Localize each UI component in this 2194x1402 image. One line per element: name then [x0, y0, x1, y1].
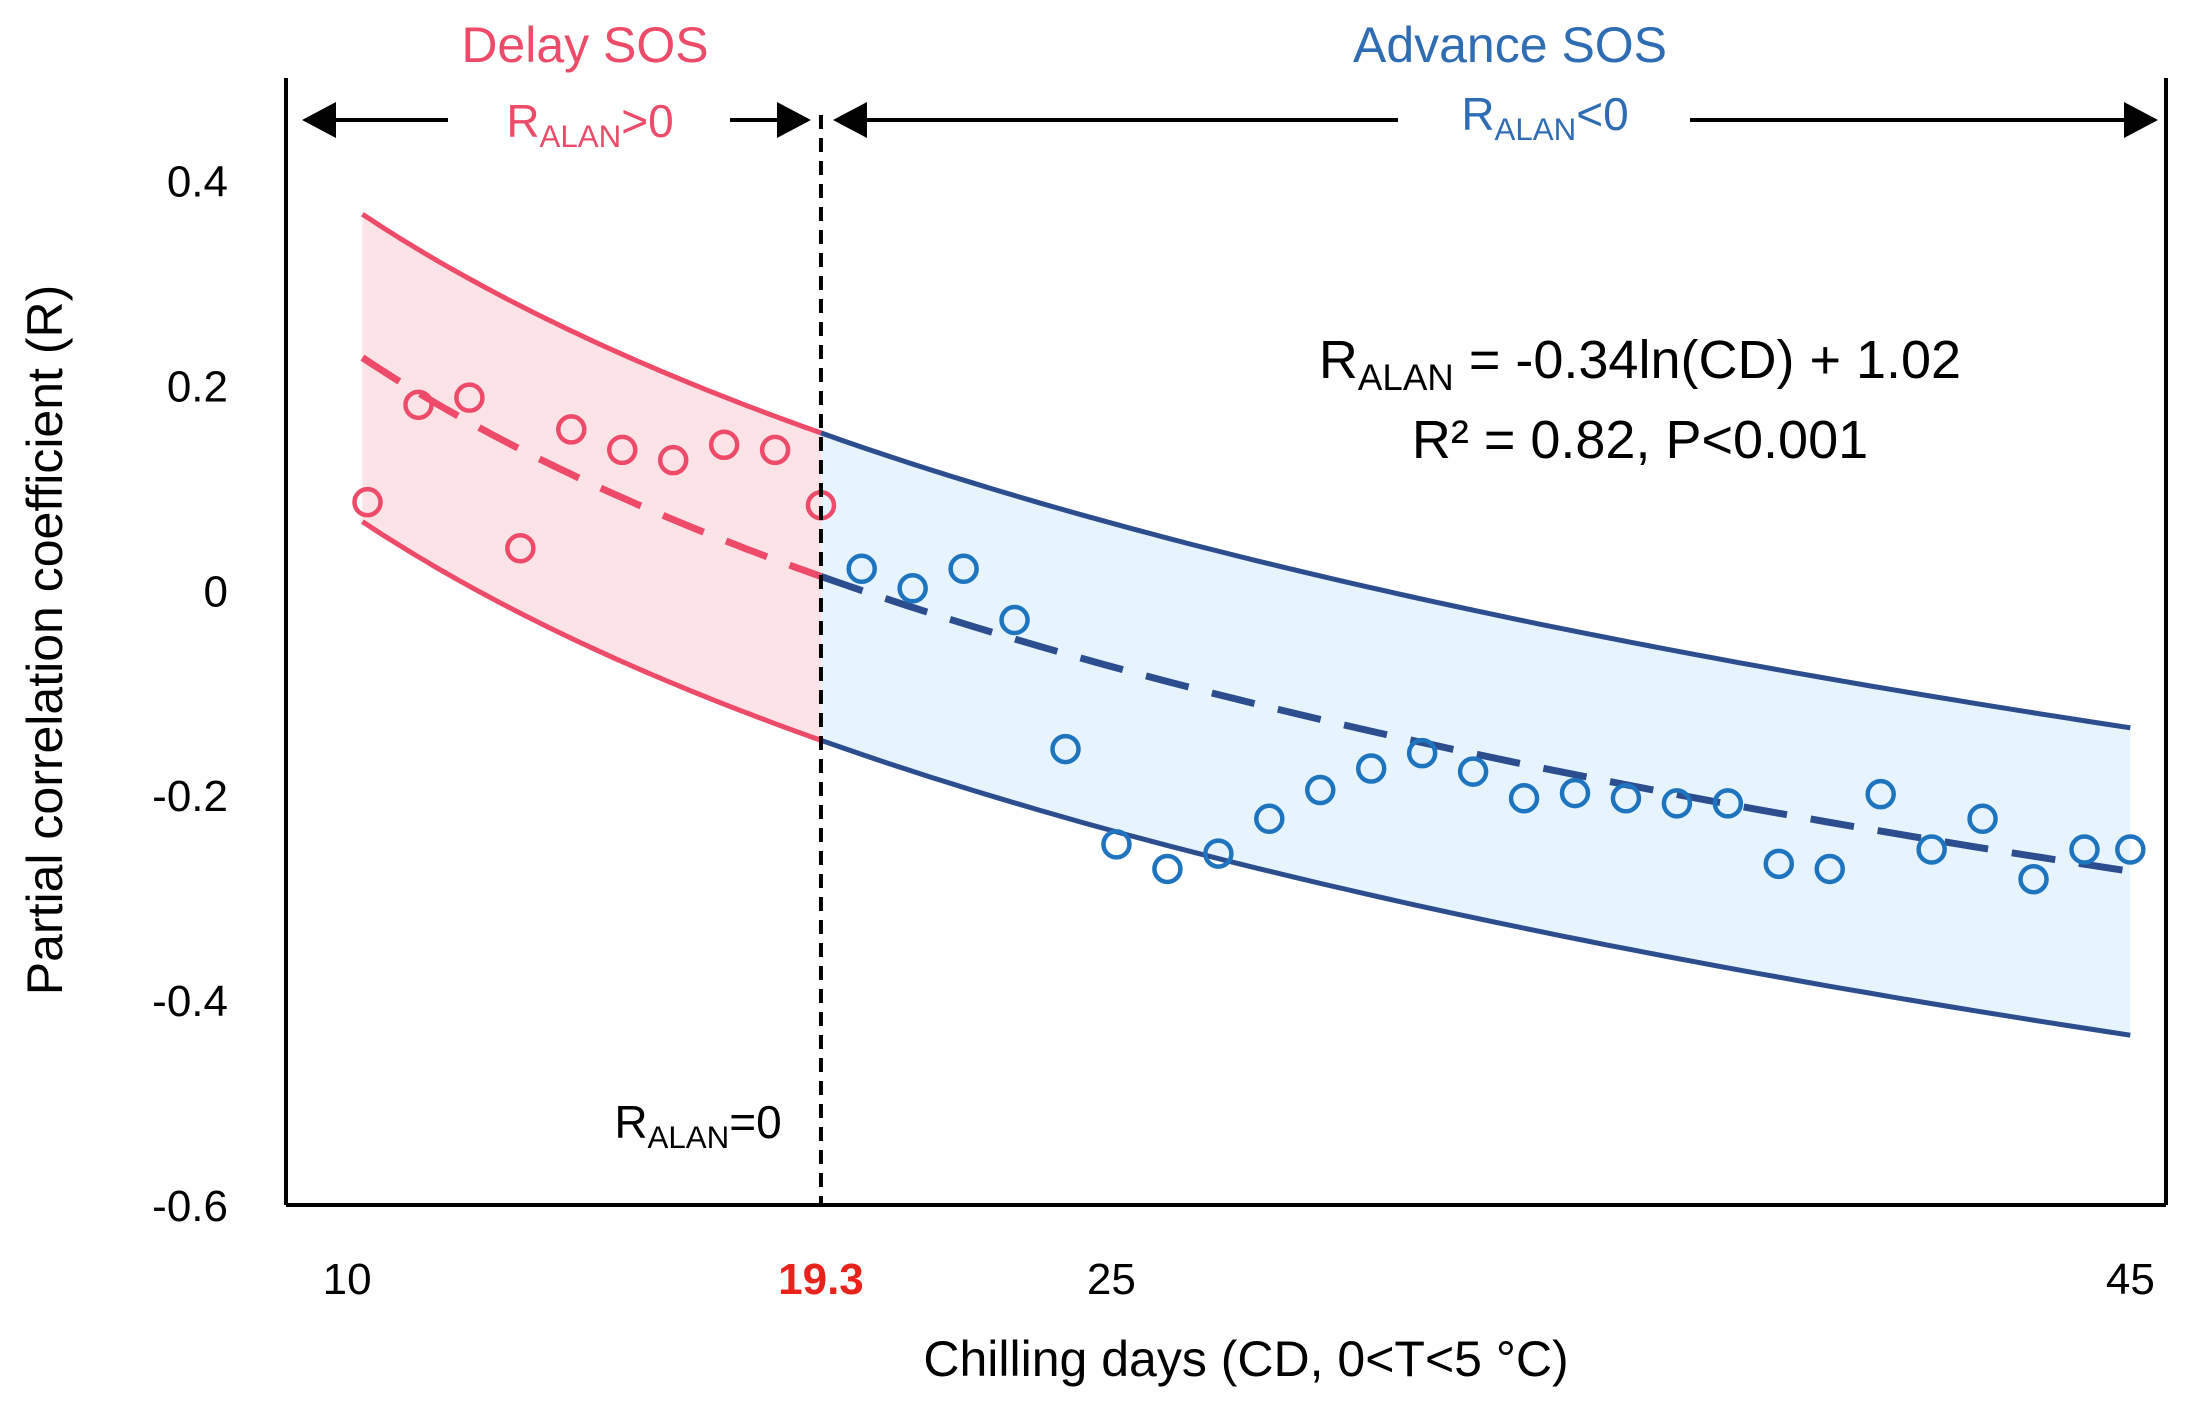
x-tick-label: 10: [323, 1255, 372, 1304]
delay-region-label-sub: ALAN: [540, 119, 622, 154]
threshold-label-sub: ALAN: [648, 1120, 730, 1155]
y-tick-label: 0: [204, 567, 228, 616]
x-tick-label: 25: [1087, 1255, 1136, 1304]
y-tick-label: 0.2: [167, 362, 228, 411]
data-points: [352, 382, 2146, 895]
equation-line-1-sub: ALAN: [1358, 357, 1454, 398]
y-tick-label: -0.6: [152, 1182, 228, 1231]
advance-point-19: [1763, 848, 1795, 880]
advance-point-23: [1967, 803, 1998, 834]
delay-point-2: [403, 389, 434, 421]
delay-arrow-left-head: [302, 102, 336, 138]
advance-point-1: [846, 553, 877, 585]
advance-point-12: [1406, 737, 1438, 769]
delay-point-5: [556, 414, 587, 445]
y-tick-label: -0.2: [152, 772, 228, 821]
advance-lower-bound: [820, 737, 2131, 1038]
delay-point-3: [454, 382, 485, 413]
delay-point-7: [657, 444, 689, 476]
advance-point-15: [1559, 777, 1591, 809]
advance-arrow-left-head: [832, 102, 867, 138]
advance-point-5: [1050, 733, 1081, 765]
delay-upper-bound: [361, 212, 822, 436]
x-axis-label: Chilling days (CD, 0<T<5 °C): [923, 1331, 1568, 1387]
advance-point-3: [948, 553, 979, 585]
advance-region-label: RALAN<0: [1461, 88, 1628, 147]
advance-point-7: [1152, 853, 1183, 885]
advance-point-24: [2018, 863, 2049, 895]
advance-region-title: Advance SOS: [1353, 17, 1667, 73]
axes: [284, 78, 2168, 1207]
advance-point-16: [1610, 783, 1642, 814]
delay-region-title: Delay SOS: [461, 17, 708, 73]
delay-point-1: [352, 486, 383, 518]
equation-line-1-main: R: [1319, 330, 1358, 390]
advance-point-9: [1254, 803, 1285, 834]
delay-fit-line: [360, 354, 823, 580]
equation-line-1-tail: = -0.34ln(CD) + 1.02: [1454, 330, 1961, 390]
delay-region-label-main: R: [506, 95, 539, 147]
delay-band: [362, 214, 821, 741]
advance-band: [821, 432, 2131, 1036]
advance-region-label-tail: <0: [1576, 88, 1628, 140]
advance-point-4: [999, 604, 1030, 636]
delay-point-8: [708, 429, 740, 461]
advance-upper-bound: [820, 430, 2131, 731]
delay-point-4: [505, 533, 536, 564]
threshold-label-tail: =0: [729, 1096, 781, 1148]
x-tick-label: 45: [2106, 1255, 2155, 1304]
fit-lines: [360, 212, 2131, 1038]
delay-point-9: [759, 434, 791, 466]
advance-region-label-main: R: [1461, 88, 1494, 140]
delay-region-label-tail: >0: [621, 95, 673, 147]
advance-point-21: [1865, 778, 1896, 810]
advance-point-18: [1712, 788, 1744, 819]
advance-fit-line: [819, 573, 2131, 875]
delay-point-6: [607, 434, 638, 466]
advance-arrow-right-head: [2124, 102, 2158, 138]
advance-point-8: [1203, 838, 1234, 869]
confidence-bands: [362, 214, 2131, 1036]
y-tick-label: -0.4: [152, 977, 228, 1026]
advance-point-17: [1661, 788, 1693, 819]
delay-region-label: RALAN>0: [506, 95, 673, 154]
advance-point-22: [1916, 834, 1947, 865]
x-tick-label: 19.3: [778, 1255, 864, 1304]
advance-region-label-sub: ALAN: [1495, 112, 1577, 147]
advance-point-14: [1508, 783, 1540, 814]
delay-arrow-right-head: [776, 102, 811, 138]
advance-point-6: [1101, 829, 1132, 860]
threshold-label-main: R: [614, 1096, 647, 1148]
advance-point-2: [897, 572, 928, 604]
advance-point-13: [1457, 756, 1489, 787]
equation-line-2: R² = 0.82, P<0.001: [1412, 410, 1868, 470]
equation-line-1: RALAN = -0.34ln(CD) + 1.02: [1319, 330, 1961, 398]
advance-point-10: [1305, 774, 1336, 806]
y-axis-label: Partial correlation coefficient (R): [17, 285, 73, 995]
threshold-label: RALAN=0: [614, 1096, 781, 1155]
advance-point-25: [2069, 834, 2100, 865]
delay-lower-bound: [361, 519, 822, 743]
labels: 0.4 0.2 0 -0.2 -0.4 -0.6 10 19.3 25 45 Chilling da…: [17, 17, 2155, 1387]
advance-point-26: [2115, 834, 2146, 865]
y-tick-label: 0.4: [167, 157, 228, 206]
advance-point-11: [1355, 753, 1387, 784]
advance-point-20: [1814, 853, 1845, 885]
